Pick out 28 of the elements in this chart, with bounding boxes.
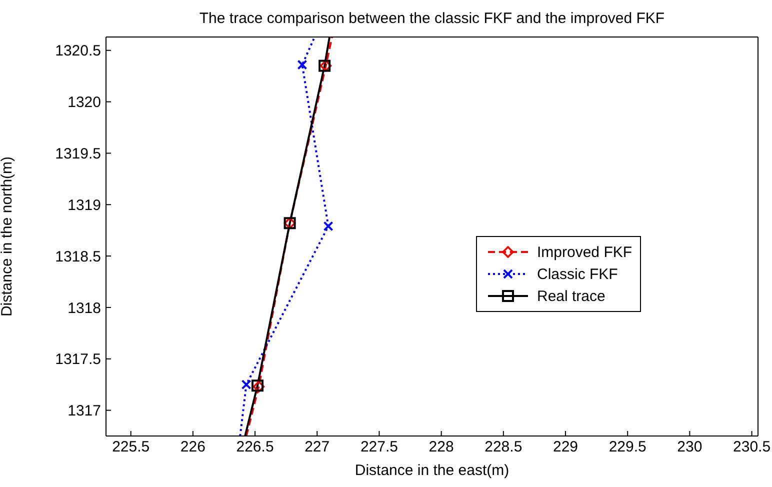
- y-tick-label: 1319: [68, 196, 101, 214]
- chart-title: The trace comparison between the classic FKF and the improved FKF: [198, 10, 666, 27]
- legend-label: Improved FKF: [537, 244, 632, 260]
- y-tick-label: 1317.5: [55, 351, 101, 368]
- legend-label: Classic FKF: [537, 266, 618, 282]
- y-tick-label: 1318.5: [55, 248, 101, 266]
- point: [241, 380, 252, 390]
- y-tick-label: 1318: [68, 300, 101, 317]
- x-tick-label: 227: [304, 438, 330, 456]
- point: [297, 60, 308, 70]
- x-tick-label: 229.5: [608, 438, 646, 456]
- y-axis-title: Distance in the north(m): [0, 156, 16, 317]
- x-axis-title: Distance in the east(m): [354, 462, 510, 479]
- x-tick-label: 230: [677, 438, 702, 456]
- y-tick-label: 1319.5: [55, 146, 101, 163]
- y-tick-label: 1320.5: [55, 42, 101, 60]
- y-tick-label: 1320: [68, 94, 101, 112]
- x-tick-label: 225.5: [112, 438, 150, 456]
- x-tick-label: 229: [552, 438, 578, 456]
- x-tick-label: 228.5: [484, 438, 522, 456]
- legend-label: Real trace: [537, 288, 606, 304]
- x-tick-label: 226.5: [236, 438, 274, 456]
- x-tick-label: 228: [428, 438, 454, 456]
- point: [323, 221, 334, 232]
- x-tick-label: 227.5: [360, 438, 398, 456]
- y-tick-label: 1317: [68, 402, 101, 420]
- x-tick-label: 226: [180, 438, 206, 456]
- x-tick-label: 230.5: [733, 438, 771, 456]
